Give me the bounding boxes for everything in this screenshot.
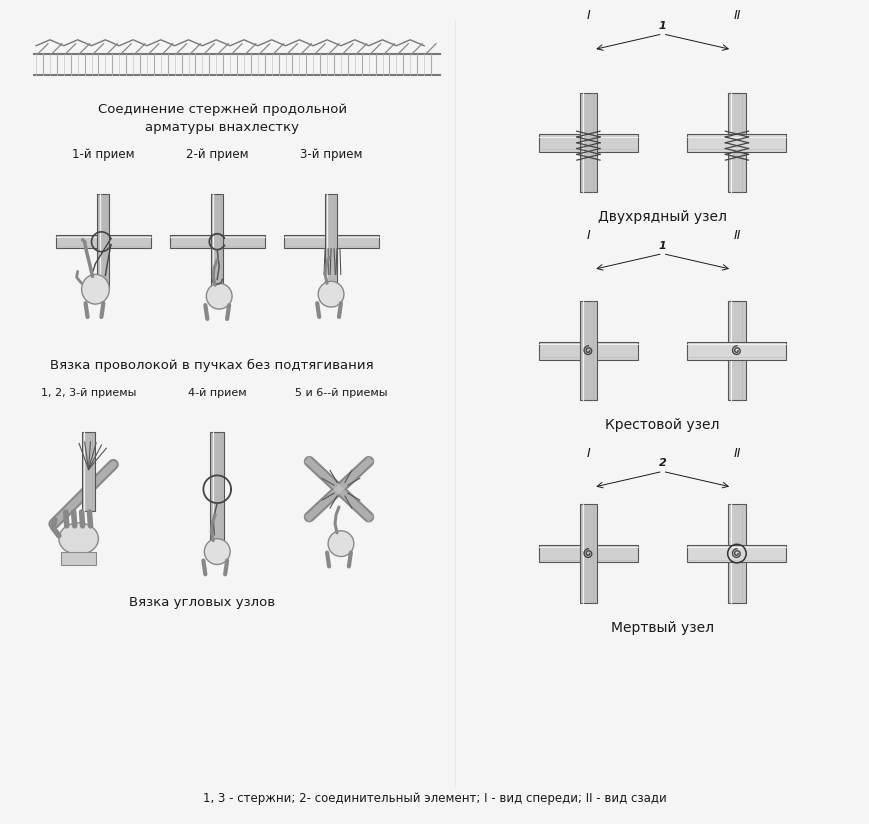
Text: Двухрядный узел: Двухрядный узел: [598, 210, 726, 224]
Text: 5 и 6--й приемы: 5 и 6--й приемы: [295, 388, 387, 398]
Text: 3-й прием: 3-й прием: [300, 147, 362, 161]
Bar: [210, 432, 224, 541]
Ellipse shape: [318, 281, 343, 307]
Text: 1, 2, 3-й приемы: 1, 2, 3-й приемы: [41, 388, 136, 398]
Bar: [727, 504, 745, 603]
Bar: [727, 93, 745, 192]
Ellipse shape: [328, 531, 354, 556]
Bar: [82, 432, 96, 511]
Text: 1: 1: [658, 21, 666, 30]
Bar: [211, 194, 223, 289]
Bar: [687, 342, 786, 359]
Text: Мертвый узел: Мертвый узел: [610, 620, 713, 634]
Ellipse shape: [204, 539, 229, 564]
Text: 1-й прием: 1-й прием: [72, 147, 135, 161]
Bar: [538, 545, 637, 563]
Text: I: I: [586, 447, 590, 460]
Text: I: I: [586, 9, 590, 22]
Text: Крестовой узел: Крестовой узел: [605, 418, 719, 432]
Bar: [325, 194, 336, 289]
Bar: [579, 93, 597, 192]
Bar: [687, 545, 786, 563]
Bar: [538, 133, 637, 152]
Ellipse shape: [82, 274, 109, 304]
Text: II: II: [733, 447, 740, 460]
Bar: [687, 133, 786, 152]
Text: Соединение стержней продольной
арматуры внахлестку: Соединение стержней продольной арматуры …: [97, 103, 347, 134]
Text: II: II: [733, 9, 740, 22]
Text: II: II: [733, 229, 740, 241]
Bar: [538, 342, 637, 359]
Bar: [56, 235, 150, 248]
Bar: [283, 235, 378, 248]
Bar: [727, 301, 745, 400]
Bar: [169, 235, 264, 248]
Text: 1, 3 - стержни; 2- соединительный элемент; I - вид спереди; II - вид сзади: 1, 3 - стержни; 2- соединительный элемен…: [202, 792, 667, 804]
Text: 2: 2: [658, 458, 666, 468]
Bar: [579, 301, 597, 400]
Bar: [97, 194, 109, 289]
Text: 1: 1: [658, 241, 666, 250]
Ellipse shape: [59, 523, 98, 555]
Text: Вязка угловых узлов: Вязка угловых узлов: [129, 596, 275, 609]
Ellipse shape: [206, 283, 232, 309]
Text: Вязка проволокой в пучках без подтягивания: Вязка проволокой в пучках без подтягиван…: [50, 358, 374, 372]
Bar: [61, 551, 96, 565]
Text: 4-й прием: 4-й прием: [188, 388, 246, 398]
Bar: [579, 504, 597, 603]
Text: I: I: [586, 229, 590, 241]
Text: 2-й прием: 2-й прием: [186, 147, 249, 161]
